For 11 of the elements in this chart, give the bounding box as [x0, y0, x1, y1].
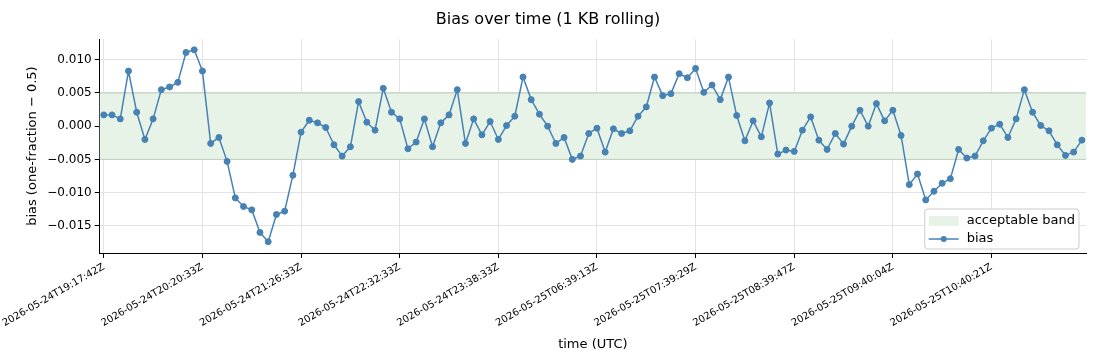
y-tick-label: −0.010	[47, 184, 92, 199]
y-tick-label: −0.005	[47, 151, 92, 166]
y-axis-title: bias (one-fraction − 0.5)	[23, 66, 39, 226]
y-tick-label: 0.000	[57, 118, 92, 133]
legend-label: bias	[966, 230, 994, 246]
legend-label: acceptable band	[966, 212, 1075, 228]
chart-title: Bias over time (1 KB rolling)	[435, 8, 661, 28]
y-tick-label: 0.010	[57, 51, 92, 66]
y-tick-label: 0.005	[57, 85, 92, 100]
x-axis-title: time (UTC)	[558, 335, 628, 351]
y-tick-label: −0.015	[47, 217, 92, 232]
